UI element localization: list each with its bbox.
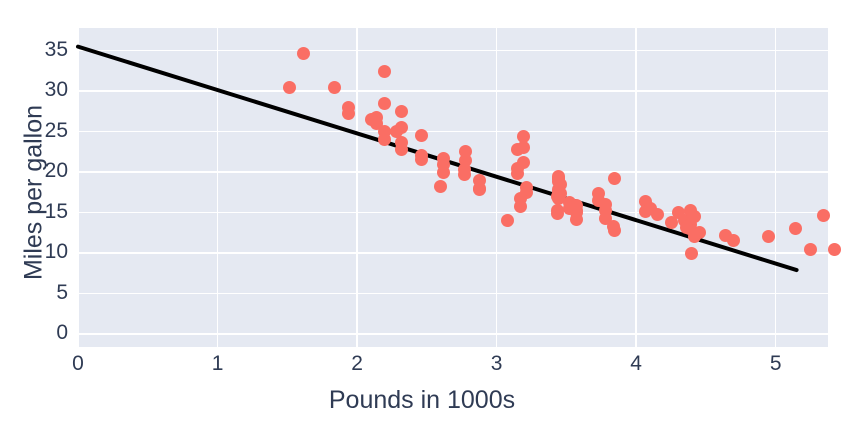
data-point: [671, 206, 685, 220]
data-point: [415, 149, 429, 163]
data-point: [437, 151, 451, 165]
data-point: [551, 185, 565, 199]
data-point: [378, 65, 392, 79]
data-point: [664, 215, 678, 229]
data-point: [459, 145, 473, 159]
data-point: [341, 100, 355, 114]
data-point: [608, 172, 621, 186]
y-tick-label: 35: [44, 37, 68, 61]
data-point: [828, 243, 842, 257]
data-point: [608, 223, 621, 237]
data-point: [501, 214, 515, 228]
data-point: [364, 112, 378, 126]
gridline-horizontal: [78, 171, 828, 173]
data-point: [762, 230, 776, 244]
x-tick-label: 3: [490, 352, 503, 375]
data-point: [679, 220, 693, 234]
data-point: [727, 234, 741, 248]
data-point: [434, 180, 448, 194]
data-point: [437, 165, 451, 179]
data-point: [684, 203, 698, 217]
x-axis-label: Pounds in 1000s: [328, 386, 516, 414]
data-point: [516, 129, 530, 143]
gridline-horizontal: [78, 49, 828, 52]
data-point: [395, 104, 409, 118]
data-point: [472, 173, 486, 187]
data-point: [569, 212, 583, 226]
y-tick-label: 25: [44, 118, 68, 142]
data-point: [389, 125, 403, 139]
data-point: [598, 211, 612, 225]
gridline-vertical: [635, 28, 637, 347]
data-point: [415, 129, 429, 143]
data-point: [569, 198, 583, 212]
data-point: [688, 230, 702, 244]
data-point: [788, 222, 802, 236]
data-point: [327, 81, 341, 95]
data-point: [296, 46, 310, 60]
data-point: [817, 208, 831, 222]
y-tick-label: 15: [44, 199, 68, 223]
x-tick-label: 1: [211, 352, 224, 375]
gridline-vertical: [77, 28, 79, 347]
y-axis-label: Miles per gallon: [19, 104, 48, 281]
data-point: [513, 191, 527, 205]
y-tick-label: 30: [44, 78, 68, 102]
data-point: [650, 207, 664, 221]
y-tick-label: 0: [56, 321, 68, 345]
data-point: [395, 136, 409, 150]
gridline-vertical: [356, 28, 358, 347]
data-point: [516, 155, 530, 169]
data-point: [511, 167, 525, 181]
gridline-horizontal: [78, 90, 828, 92]
x-tick-label: 2: [351, 352, 363, 375]
data-point: [378, 133, 392, 147]
x-tick-label: 5: [769, 352, 782, 375]
y-tick-label: 5: [56, 280, 68, 304]
plot-area: [76, 28, 842, 347]
gridline-horizontal: [78, 292, 828, 295]
gridline-horizontal: [78, 130, 828, 133]
gridline-vertical: [495, 28, 498, 347]
data-point: [378, 96, 392, 110]
data-point: [282, 81, 296, 95]
y-tick-label: 20: [44, 159, 68, 183]
data-point: [598, 198, 612, 211]
gridline-vertical: [216, 28, 219, 347]
trendline: [76, 44, 799, 273]
x-tick-label: 0: [72, 352, 84, 375]
y-tick-label: 10: [44, 240, 68, 264]
x-tick-label: 4: [630, 352, 642, 375]
gridline-horizontal: [78, 252, 828, 254]
data-point: [458, 163, 471, 177]
gridline-vertical: [774, 28, 777, 347]
gridline-horizontal: [78, 333, 828, 335]
data-point: [516, 141, 530, 155]
data-point: [685, 246, 699, 260]
data-point: [804, 243, 818, 257]
data-point: [550, 206, 564, 220]
gridline-horizontal: [78, 211, 828, 214]
